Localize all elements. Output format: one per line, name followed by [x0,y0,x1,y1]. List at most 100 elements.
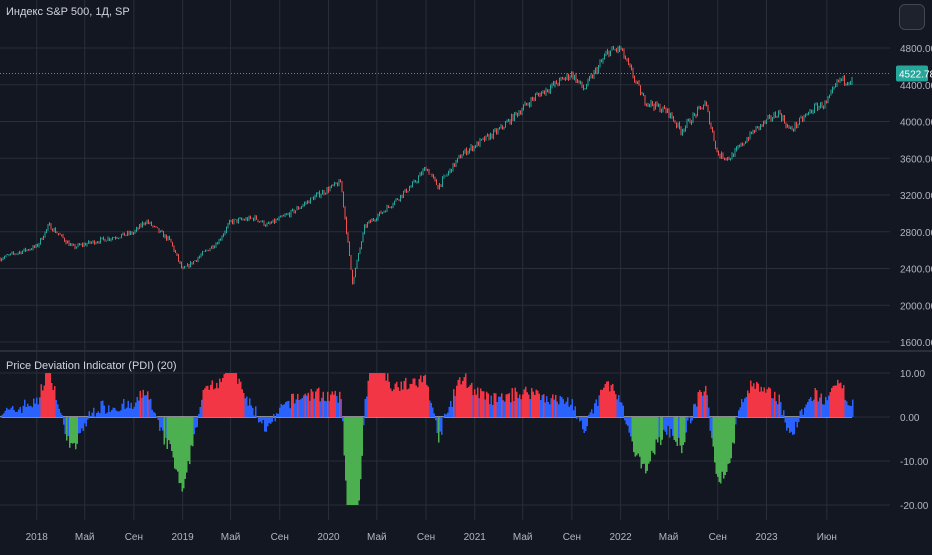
pdi-bar [202,389,204,417]
pdi-bar [420,375,422,417]
pdi-bar [598,395,600,417]
pdi-bar [702,395,704,417]
pdi-bar [804,407,806,417]
pdi-bar [129,408,131,417]
pdi-bar [651,417,653,451]
pdi-bar [181,417,183,492]
pdi-axis[interactable]: 10.00 0.00 -10.00 -20.00 [900,369,929,512]
pdi-bar [831,387,833,417]
pdi-bar [813,399,815,417]
pdi-bar [576,417,578,419]
pdi-bar [748,393,750,417]
price-axis-label: 3600.00 [900,154,932,165]
pdi-bar [580,417,582,421]
pdi-bar [319,401,321,417]
pdi-bar [318,387,320,417]
pdi-bar [771,398,773,417]
pdi-bar [697,392,699,417]
pdi-bar [375,373,377,417]
pdi-bar [562,399,564,417]
pdi-bar [229,373,231,417]
pdi-bar [664,417,666,432]
pdi-bar [828,395,830,417]
pdi-bar [832,385,834,417]
pdi-bar [220,381,222,417]
pdi-bar [463,377,465,417]
pdi-bar [778,394,780,417]
time-axis-label: Сен [271,532,289,543]
price-axis-label: 4400.00 [900,81,932,92]
main-price-pane[interactable] [0,45,890,285]
price-axis-label: 2400.00 [900,265,932,276]
pdi-axis-label: -20.00 [900,501,929,512]
pdi-bar [322,391,324,417]
pdi-bar [454,395,456,417]
pdi-bar [495,393,497,417]
pdi-bar [174,417,176,469]
pdi-bar [825,396,827,417]
pdi-bar [313,398,315,417]
pdi-bar [138,400,140,417]
pdi-bar [744,398,746,417]
pdi-bar [514,387,516,417]
pdi-bar [13,410,15,417]
pdi-bar [469,384,471,417]
pdi-bar [37,404,39,417]
pdi-bar [550,398,552,417]
pdi-bar [394,383,396,417]
pdi-bar [631,417,633,442]
pdi-bar [543,394,545,417]
pdi-bar [756,381,758,417]
indicator-title[interactable]: Price Deviation Indicator (PDI) (20) [6,360,177,372]
pdi-bar [3,413,5,417]
pdi-bar [373,373,375,417]
pdi-bar [652,417,654,453]
pdi-bar [337,402,339,417]
pdi-bar [126,407,128,417]
pdi-bar [175,417,177,470]
pdi-bar [145,395,147,417]
pdi-bar [706,395,708,417]
pdi-bar [571,399,573,417]
pdi-bar [684,417,686,443]
pdi-bar [525,386,527,417]
pdi-bar [607,381,609,417]
pdi-bar [163,417,165,445]
pdi-bar [606,381,608,417]
pdi-bar [295,399,297,417]
pdi-bar [691,417,693,421]
pdi-bar [450,400,452,417]
pdi-bar [55,400,57,417]
time-axis[interactable]: 2018 Май Сен 2019 Май Сен 2020 Май Сен 2021 Май Сен… [26,532,837,543]
time-axis-label: 2022 [609,532,632,543]
pdi-bar [376,373,378,417]
pdi-bar [123,398,125,417]
price-axis-label: 3200.00 [900,191,932,202]
pdi-bar [268,417,270,424]
pdi-bar [417,387,419,417]
price-axis[interactable]: 4800.00 4400.00 4000.00 3600.00 3200.00 2800.… [900,44,932,349]
pdi-bar [115,410,117,417]
pdi-bar [700,391,702,417]
pdi-bar [150,398,152,417]
pdi-bar [615,394,617,417]
pdi-bar [274,417,276,422]
pdi-bar [741,399,743,417]
time-axis-label: 2018 [26,532,49,543]
pdi-bar [513,400,515,417]
pdi-bar [724,417,726,476]
chart-settings-button[interactable] [899,4,925,30]
pdi-bar [172,417,174,458]
pdi-bar [675,417,677,442]
last-price-tag-bg [896,65,928,82]
pdi-bar [775,401,777,417]
pdi-pane[interactable] [0,373,854,505]
pdi-bar [133,406,135,417]
pdi-bar [243,392,245,417]
pdi-bar [348,417,350,505]
pdi-bar [99,413,101,417]
pdi-bar [814,388,816,417]
pdi-bar [456,385,458,417]
